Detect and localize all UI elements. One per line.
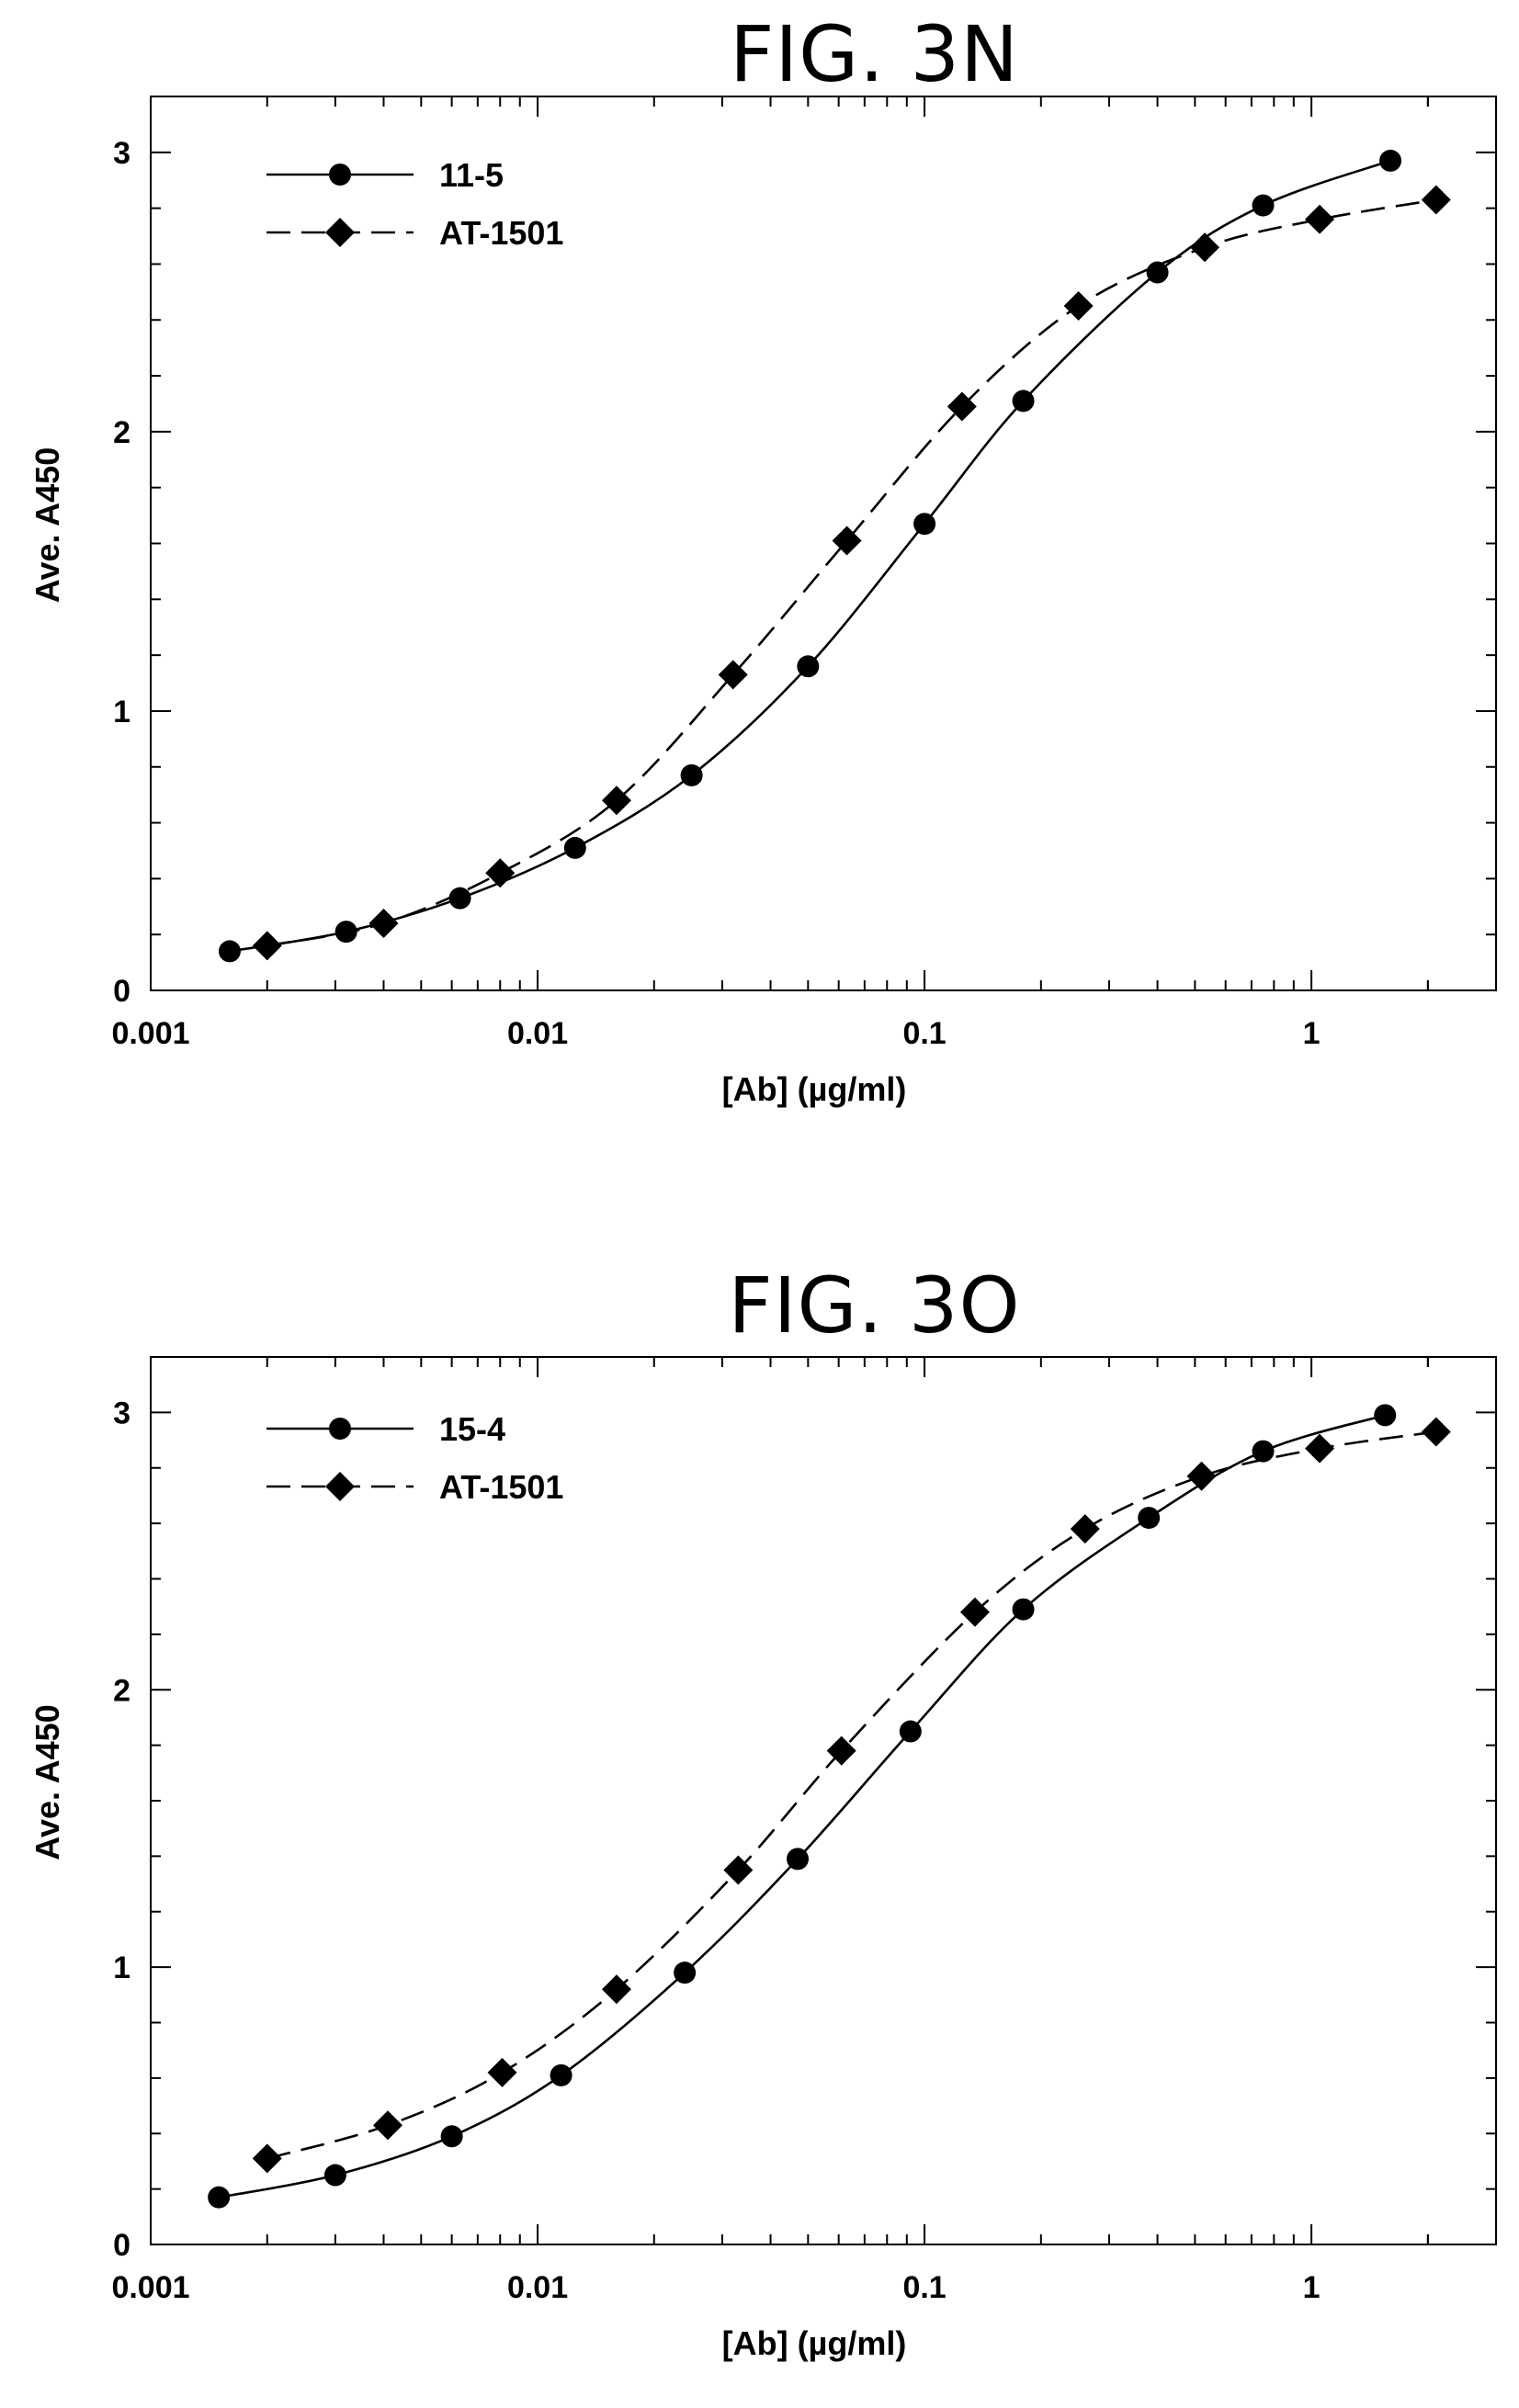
data-point-diamond [252, 931, 282, 961]
data-point-diamond [832, 526, 862, 556]
data-point-diamond [1063, 291, 1094, 322]
data-point-diamond [252, 2143, 282, 2174]
data-point-circle [1379, 149, 1402, 172]
data-point-diamond [959, 1597, 990, 1627]
data-point-circle [1252, 1440, 1275, 1463]
x-axis-ticks [150, 96, 1497, 990]
x-tick-label: 0.01 [507, 1016, 568, 1051]
data-point-diamond [723, 1855, 754, 1885]
chart-fig-3n: 0.001 0.01 0.1 1 0 1 2 3 [Ab] (µg/ml) Ave. A450 11… [28, 96, 1497, 1108]
legend-marker-diamond [325, 1472, 355, 1501]
data-point-circle [913, 513, 936, 536]
data-point-diamond [1190, 232, 1220, 263]
data-point-circle [787, 1848, 810, 1871]
data-point-circle [1374, 1404, 1397, 1427]
data-point-diamond [718, 660, 748, 690]
y-tick-label: 3 [113, 1396, 130, 1430]
y-axis-label: Ave. A450 [28, 1704, 66, 1860]
data-point-circle [674, 1961, 697, 1984]
legend-label: 15-4 [439, 1410, 505, 1448]
data-point-circle [1252, 194, 1275, 217]
data-point-diamond [826, 1735, 856, 1766]
legend-marker-circle [329, 164, 351, 186]
x-axis-label: [Ab] (µg/ml) [722, 1070, 907, 1108]
series-0 [218, 149, 1402, 963]
data-point-diamond [487, 2057, 517, 2087]
data-point-circle [448, 887, 471, 910]
data-point-circle [1012, 390, 1035, 413]
data-point-diamond [1070, 1514, 1100, 1544]
data-point-diamond [1421, 185, 1451, 215]
data-point-diamond [601, 786, 631, 816]
plot-frame [150, 1356, 1497, 2245]
x-tick-label: 0.1 [902, 1016, 946, 1051]
y-tick-label: 1 [113, 695, 130, 729]
y-tick-label: 2 [113, 415, 130, 450]
figure-title-3n: FIG. 3N [730, 9, 1019, 99]
data-point-circle [208, 2186, 231, 2209]
data-point-circle [440, 2125, 463, 2148]
series-1 [252, 185, 1451, 961]
series-line [266, 198, 1437, 947]
figure-title-3o: FIG. 3O [728, 1261, 1021, 1351]
y-axis-ticks [151, 96, 1496, 991]
y-tick-label: 0 [113, 2228, 130, 2263]
data-point-diamond [1305, 204, 1335, 234]
y-tick-label: 3 [113, 136, 130, 171]
legend: 11-5 AT-1501 [266, 156, 563, 252]
series-line [266, 1430, 1436, 2160]
legend-marker-diamond [325, 218, 355, 247]
chart-fig-3o: 0.001 0.01 0.1 1 0 1 2 3 [Ab] (µg/ml) Ave. A450 15… [28, 1356, 1497, 2362]
x-tick-label: 0.1 [902, 2270, 946, 2305]
x-tick-label: 0.001 [111, 1016, 189, 1051]
series-line [218, 1414, 1386, 2199]
x-tick-label: 1 [1303, 1016, 1321, 1051]
y-axis-ticks [151, 1356, 1496, 2245]
data-point-circle [1138, 1507, 1161, 1530]
data-point-circle [563, 836, 586, 859]
y-tick-label: 0 [113, 974, 130, 1009]
data-point-circle [218, 940, 241, 963]
legend-label: 11-5 [439, 156, 504, 194]
x-tick-label: 1 [1303, 2270, 1321, 2305]
x-tick-label: 0.01 [507, 2270, 568, 2305]
legend-label: AT-1501 [439, 214, 563, 252]
data-point-circle [1012, 1598, 1035, 1621]
y-axis-label: Ave. A450 [28, 447, 66, 603]
data-point-circle [323, 2164, 346, 2187]
legend-label: AT-1501 [439, 1468, 563, 1506]
series-0 [208, 1404, 1397, 2209]
legend: 15-4 AT-1501 [266, 1410, 563, 1506]
y-tick-label: 2 [113, 1673, 130, 1708]
series-1 [252, 1417, 1451, 2174]
data-point-circle [680, 763, 703, 786]
data-point-diamond [601, 1974, 631, 2005]
data-point-diamond [947, 391, 977, 422]
data-point-diamond [1305, 1433, 1335, 1464]
data-point-diamond [1421, 1417, 1451, 1447]
y-tick-label: 1 [113, 1950, 130, 1985]
data-point-circle [899, 1720, 922, 1743]
data-point-diamond [485, 858, 516, 888]
x-axis-ticks [150, 1357, 1497, 2244]
data-point-diamond [373, 2110, 403, 2141]
legend-marker-circle [329, 1418, 351, 1440]
series-line [229, 159, 1391, 953]
x-tick-label: 0.001 [111, 2270, 189, 2305]
data-point-circle [797, 655, 820, 678]
data-point-diamond [368, 909, 399, 939]
data-point-circle [550, 2063, 572, 2086]
x-axis-label: [Ab] (µg/ml) [722, 2324, 907, 2362]
data-point-diamond [1186, 1461, 1217, 1491]
data-point-circle [1146, 261, 1169, 284]
